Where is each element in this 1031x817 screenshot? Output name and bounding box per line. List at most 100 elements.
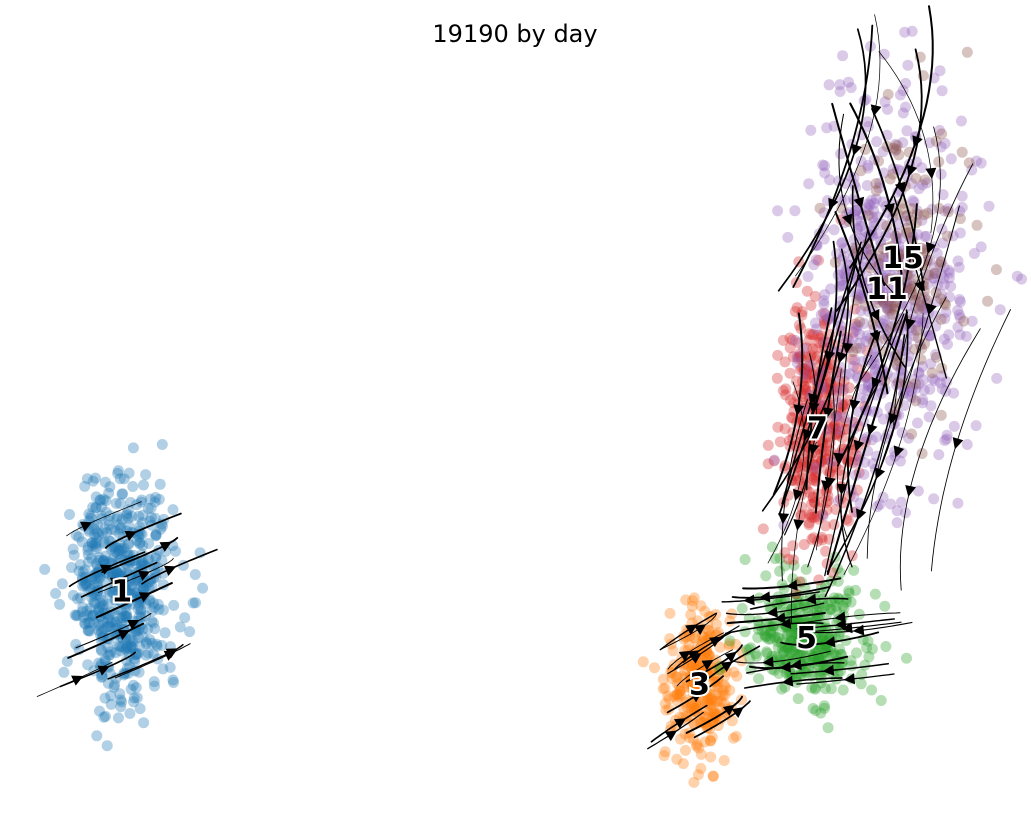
data-point — [799, 595, 811, 607]
data-point — [105, 698, 117, 710]
data-point — [156, 439, 168, 450]
data-point — [88, 523, 100, 535]
data-point — [680, 681, 692, 693]
data-point — [862, 198, 874, 210]
data-point — [91, 527, 103, 539]
data-point — [156, 555, 168, 566]
data-point — [811, 648, 823, 659]
data-point — [90, 558, 102, 570]
data-point — [150, 550, 162, 562]
data-point — [705, 751, 717, 763]
data-point — [753, 673, 765, 685]
data-point — [153, 603, 165, 615]
data-point — [836, 469, 848, 481]
data-point — [154, 478, 166, 490]
data-point — [105, 523, 117, 535]
scatter-points — [39, 25, 1028, 788]
data-point — [140, 469, 152, 481]
data-point — [900, 378, 912, 389]
data-point — [818, 646, 830, 657]
data-point — [168, 599, 180, 611]
data-point — [728, 732, 740, 744]
data-point — [138, 583, 150, 595]
data-point — [113, 542, 125, 554]
data-point — [814, 202, 826, 214]
data-point — [666, 667, 678, 679]
data-point — [116, 641, 128, 653]
data-point — [88, 616, 100, 628]
data-point — [701, 722, 713, 734]
data-point — [101, 527, 113, 539]
data-point — [113, 568, 125, 580]
data-point — [819, 683, 831, 695]
data-point — [93, 529, 105, 541]
data-point — [777, 334, 789, 346]
data-point — [137, 509, 149, 521]
data-point — [800, 652, 811, 664]
data-point — [945, 153, 957, 165]
data-point — [39, 563, 51, 575]
data-point — [123, 537, 135, 549]
data-point — [142, 503, 154, 514]
data-point — [95, 513, 107, 525]
data-point — [79, 564, 91, 576]
data-point — [129, 586, 141, 598]
data-point — [701, 651, 713, 662]
data-point — [718, 755, 730, 766]
data-point — [786, 334, 798, 346]
data-point — [800, 627, 812, 639]
data-point — [72, 593, 84, 605]
data-point — [990, 264, 1002, 276]
data-point — [835, 665, 846, 677]
data-point — [767, 626, 779, 638]
data-point — [807, 652, 819, 664]
data-point — [782, 553, 794, 565]
data-point — [84, 625, 96, 637]
data-point — [776, 643, 788, 655]
data-point — [698, 649, 710, 661]
data-point — [124, 633, 136, 645]
data-point — [113, 545, 125, 557]
data-point — [152, 598, 164, 610]
data-point — [689, 705, 701, 717]
data-point — [685, 700, 697, 712]
data-point — [714, 641, 726, 653]
data-point — [116, 606, 128, 617]
data-point — [76, 606, 88, 618]
data-point — [145, 512, 157, 524]
data-point — [90, 541, 102, 553]
data-point — [94, 572, 106, 584]
data-point — [901, 125, 913, 137]
data-point — [800, 630, 812, 642]
cluster-label-3: 3 — [689, 668, 710, 703]
data-point — [819, 702, 830, 714]
data-point — [827, 421, 839, 433]
data-point — [759, 629, 771, 641]
data-point — [901, 652, 912, 664]
data-point — [848, 564, 860, 576]
data-point — [104, 481, 116, 493]
data-point — [806, 634, 818, 645]
data-point — [820, 486, 832, 498]
data-point — [846, 353, 858, 365]
data-point — [664, 607, 676, 619]
data-point — [115, 701, 127, 713]
data-point — [801, 285, 813, 297]
data-point — [87, 610, 99, 621]
data-point — [132, 603, 144, 615]
data-point — [120, 644, 132, 656]
data-point — [692, 675, 704, 687]
data-point — [115, 522, 127, 533]
data-point — [762, 439, 774, 451]
data-point — [783, 643, 794, 655]
data-point — [123, 587, 135, 599]
data-point — [100, 550, 111, 562]
data-point — [58, 666, 70, 678]
data-point — [93, 604, 105, 615]
data-point — [135, 606, 147, 618]
data-point — [688, 669, 700, 681]
data-point — [140, 638, 152, 650]
data-point — [682, 677, 693, 689]
data-point — [803, 519, 815, 531]
data-point — [92, 560, 103, 572]
